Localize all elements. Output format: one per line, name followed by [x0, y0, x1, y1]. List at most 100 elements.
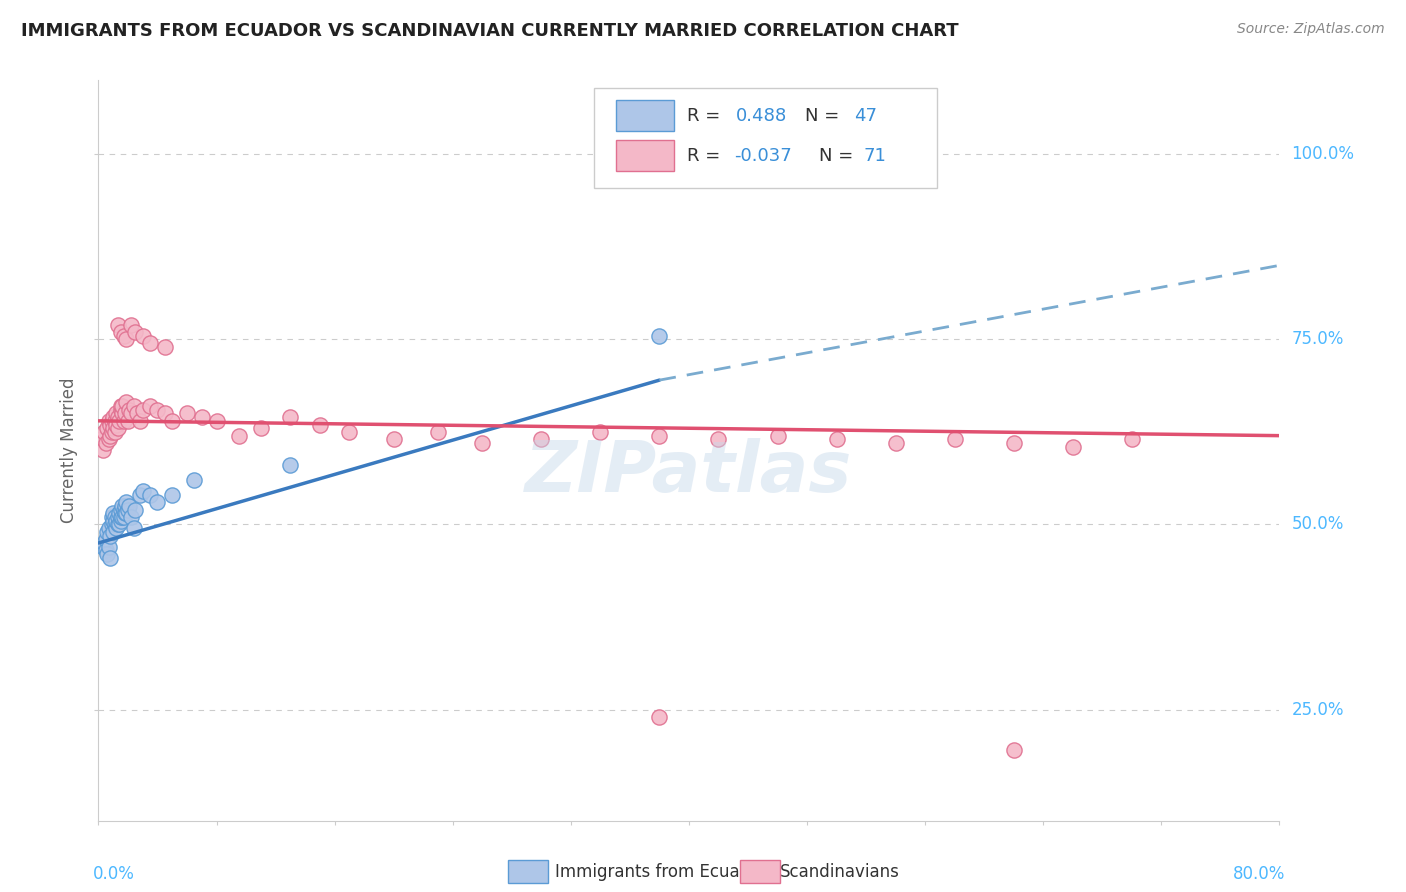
Point [205, 414, 228, 428]
Point [589, 425, 612, 439]
Point [153, 407, 176, 421]
Text: R =: R = [686, 147, 725, 165]
Point [117, 502, 139, 516]
Text: N =: N = [818, 147, 859, 165]
Point [648, 710, 671, 724]
Point [103, 410, 125, 425]
Point [115, 495, 138, 509]
Point [98, 528, 121, 542]
Point [825, 433, 848, 447]
Point [112, 502, 135, 516]
Point [100, 510, 122, 524]
Point [96, 547, 118, 561]
Text: 50.0%: 50.0% [1291, 516, 1344, 533]
Point [120, 318, 142, 332]
Point [884, 436, 907, 450]
Point [280, 410, 302, 425]
Point [118, 499, 141, 513]
Point [146, 495, 169, 509]
Point [93, 536, 115, 550]
Point [94, 436, 117, 450]
Point [125, 407, 148, 421]
Point [114, 507, 136, 521]
Point [108, 414, 131, 428]
Point [183, 473, 205, 487]
Point [114, 407, 136, 421]
Point [309, 417, 332, 432]
Point [100, 517, 122, 532]
Point [122, 399, 145, 413]
FancyBboxPatch shape [616, 100, 673, 131]
Point [132, 328, 155, 343]
Y-axis label: Currently Married: Currently Married [60, 377, 79, 524]
Point [1062, 440, 1084, 454]
Point [111, 510, 134, 524]
Point [110, 325, 132, 339]
Text: R =: R = [686, 107, 725, 125]
Point [112, 510, 135, 524]
Point [115, 395, 138, 409]
Point [98, 417, 121, 432]
Point [122, 521, 145, 535]
Text: 75.0%: 75.0% [1291, 330, 1344, 349]
Point [103, 514, 125, 528]
Text: Immigrants from Ecuador: Immigrants from Ecuador [555, 863, 768, 881]
Point [1121, 433, 1143, 447]
Point [96, 524, 118, 539]
Point [104, 517, 127, 532]
Point [94, 543, 117, 558]
Point [98, 550, 121, 565]
Point [93, 425, 115, 439]
Point [132, 402, 155, 417]
Point [132, 484, 155, 499]
Point [139, 488, 162, 502]
Point [766, 428, 789, 442]
FancyBboxPatch shape [616, 140, 673, 171]
Point [471, 436, 494, 450]
Point [162, 414, 183, 428]
Point [97, 414, 120, 428]
Point [110, 514, 132, 528]
Point [98, 428, 121, 442]
Point [115, 333, 138, 347]
Point [153, 340, 176, 354]
Point [107, 421, 129, 435]
Text: IMMIGRANTS FROM ECUADOR VS SCANDINAVIAN CURRENTLY MARRIED CORRELATION CHART: IMMIGRANTS FROM ECUADOR VS SCANDINAVIAN … [21, 22, 959, 40]
Point [107, 510, 129, 524]
Point [250, 421, 273, 435]
Point [97, 521, 120, 535]
Point [139, 336, 162, 351]
Point [100, 414, 122, 428]
Point [100, 425, 122, 439]
Point [162, 488, 183, 502]
Point [108, 517, 131, 532]
Point [105, 407, 128, 421]
Point [110, 502, 132, 516]
Point [128, 488, 150, 502]
Point [103, 421, 125, 435]
Point [146, 402, 169, 417]
Point [115, 507, 138, 521]
Point [96, 421, 118, 435]
Point [280, 458, 302, 473]
Text: 25.0%: 25.0% [1291, 700, 1344, 719]
Text: ZIPatlas: ZIPatlas [526, 438, 852, 508]
Point [176, 407, 198, 421]
Text: N =: N = [804, 107, 845, 125]
Point [339, 425, 361, 439]
Point [97, 433, 120, 447]
Point [107, 318, 129, 332]
Point [112, 414, 135, 428]
Point [120, 510, 142, 524]
Point [110, 399, 132, 413]
Point [107, 410, 129, 425]
Point [124, 325, 146, 339]
Point [108, 507, 131, 521]
FancyBboxPatch shape [595, 87, 936, 187]
Point [382, 433, 405, 447]
Point [97, 540, 120, 554]
Point [105, 514, 128, 528]
Point [94, 533, 117, 547]
Point [110, 510, 132, 524]
Point [1002, 436, 1025, 450]
